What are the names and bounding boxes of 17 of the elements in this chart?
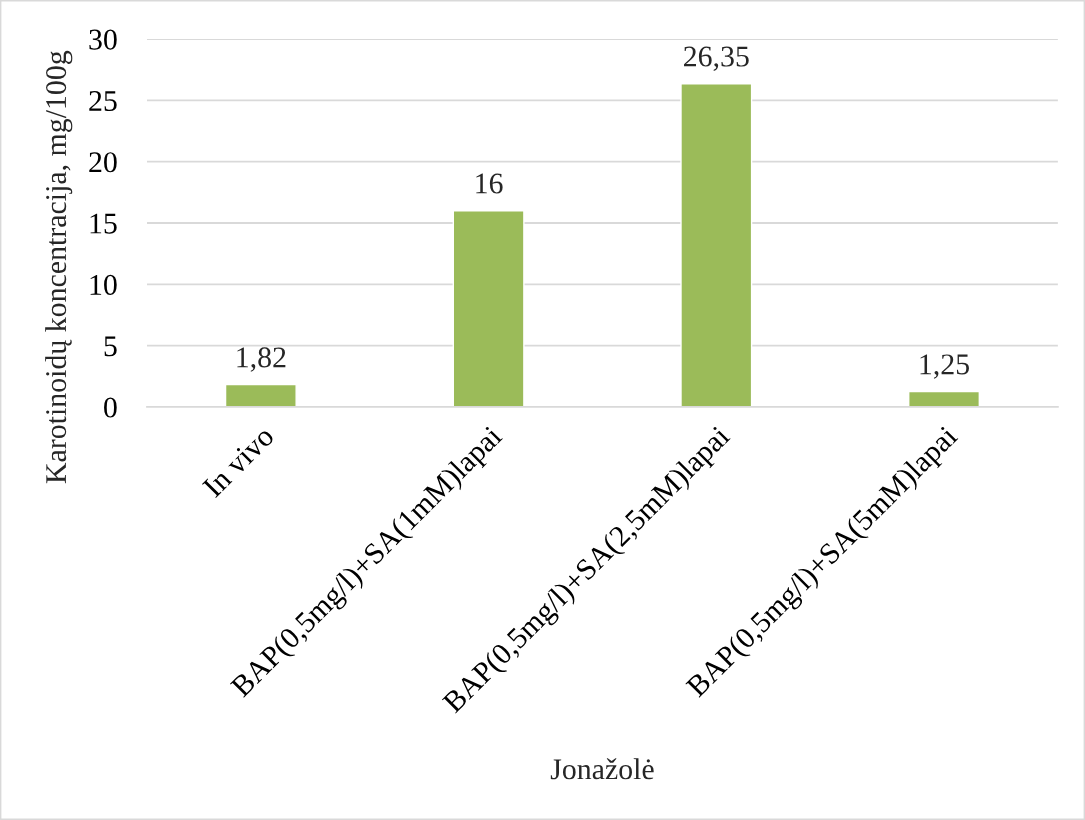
y-tick-label: 5 bbox=[104, 336, 117, 357]
y-axis-title: Karotinoidų koncentracija, mg/100g bbox=[45, 50, 73, 484]
data-label: 1,82 bbox=[237, 347, 286, 372]
bar bbox=[224, 383, 297, 407]
y-tick-label: 20 bbox=[89, 152, 117, 173]
bar bbox=[452, 210, 525, 407]
y-tick-label: 25 bbox=[89, 90, 117, 112]
x-axis-title: Jonažolė bbox=[550, 758, 654, 780]
y-tick-label: 10 bbox=[90, 274, 117, 295]
y-tick-label: 0 bbox=[104, 397, 117, 418]
y-tick-label: 15 bbox=[90, 213, 117, 234]
bar bbox=[680, 83, 753, 407]
bar bbox=[908, 390, 981, 407]
y-tick-label: 30 bbox=[89, 29, 117, 50]
data-label: 16 bbox=[476, 173, 503, 194]
data-label: 26,35 bbox=[684, 46, 749, 71]
data-label: 1,25 bbox=[920, 354, 969, 379]
